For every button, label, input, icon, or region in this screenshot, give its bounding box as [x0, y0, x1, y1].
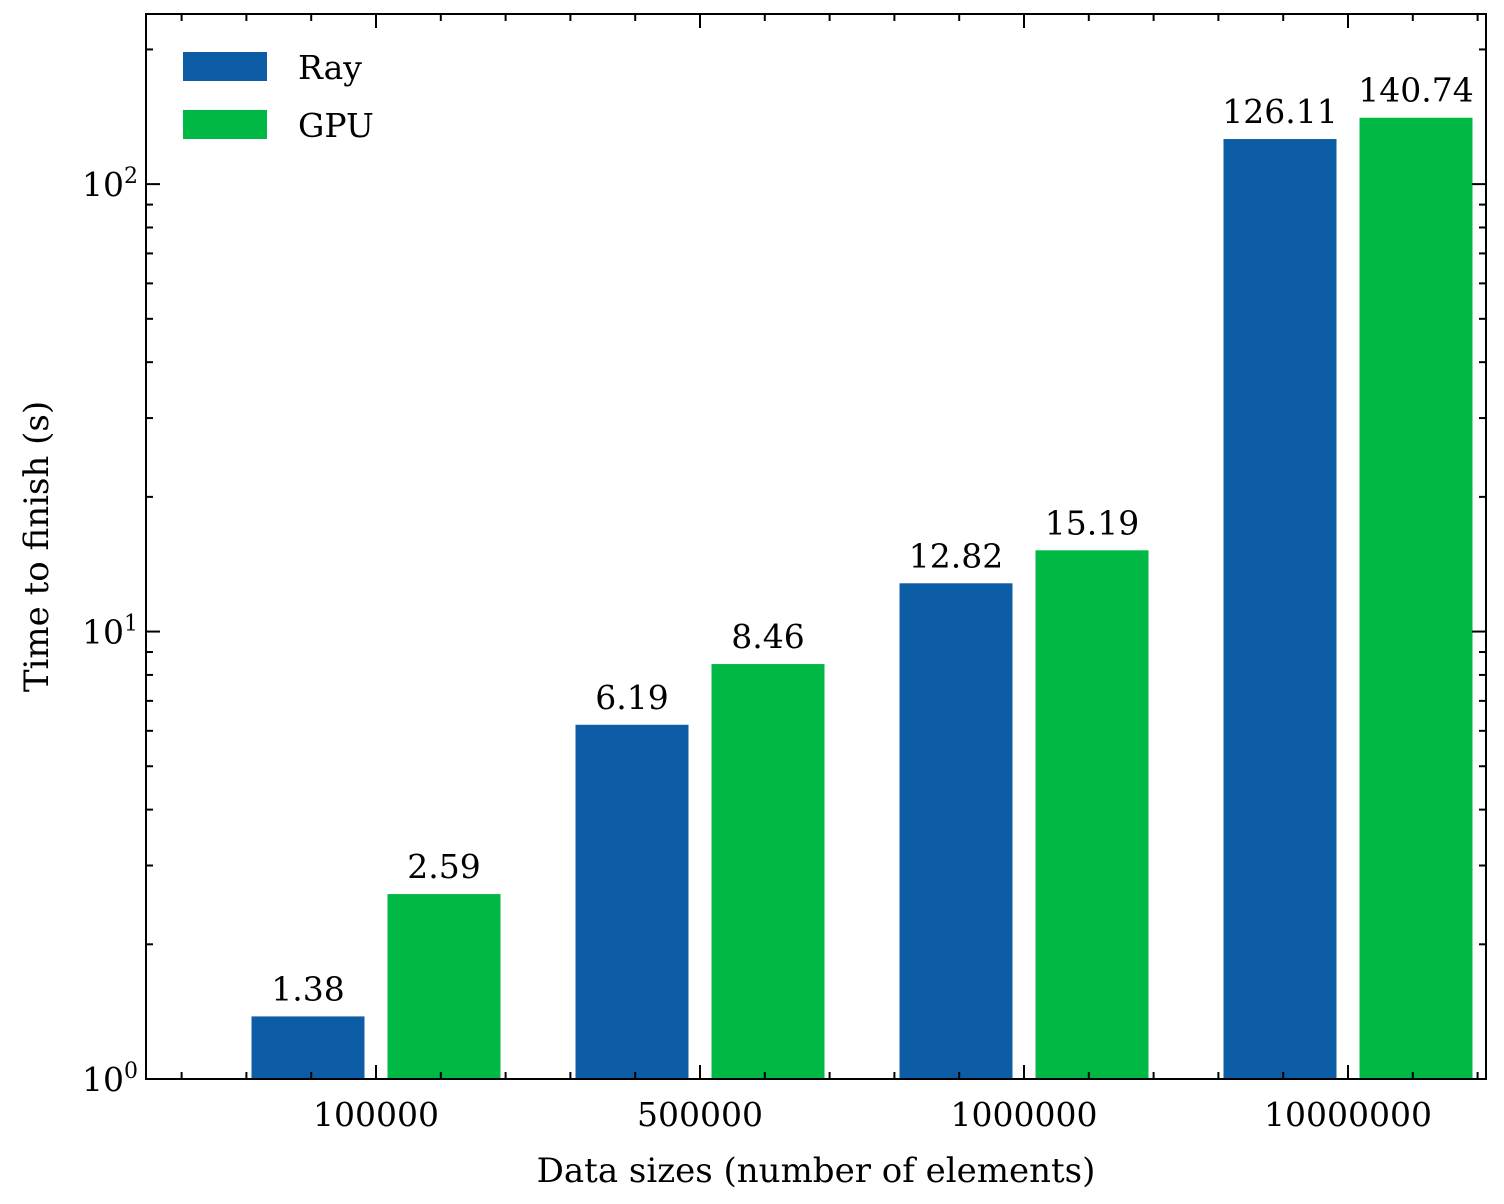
x-tick-label: 1000000	[951, 1095, 1098, 1134]
y-tick-label: 102	[82, 164, 138, 204]
bar-ray-10000000	[1223, 139, 1337, 1080]
y-tick-exponent: 2	[124, 164, 138, 189]
y-tick-exponent: 0	[124, 1059, 138, 1084]
bar-value-label: 15.19	[1045, 503, 1139, 542]
legend-label-ray: Ray	[298, 48, 362, 87]
y-tick-base: 10	[82, 613, 124, 652]
bar-ray-1000000	[899, 583, 1013, 1079]
x-axis-label: Data sizes (number of elements)	[537, 1151, 1096, 1191]
y-axis-label: Time to finish (s)	[17, 401, 57, 692]
legend: Ray GPU	[183, 48, 374, 145]
legend-label-gpu: GPU	[298, 106, 374, 145]
bar-value-label: 12.82	[909, 536, 1003, 575]
y-tick-label: 101	[82, 612, 138, 652]
bar-gpu-100000	[387, 894, 501, 1079]
bar-value-label: 2.59	[407, 847, 480, 886]
bar-ray-100000	[251, 1016, 365, 1079]
bar-gpu-500000	[711, 664, 825, 1079]
bar-value-label: 140.74	[1358, 71, 1473, 110]
bar-gpu-1000000	[1035, 550, 1149, 1079]
legend-swatch-gpu	[183, 110, 267, 139]
x-tick-label: 10000000	[1264, 1095, 1432, 1134]
x-tick-label: 100000	[313, 1095, 439, 1134]
y-tick-base: 10	[82, 165, 124, 204]
bar-value-label: 126.11	[1222, 92, 1337, 131]
bar-ray-500000	[575, 724, 689, 1079]
bar-value-label: 8.46	[731, 617, 804, 656]
y-tick-base: 10	[82, 1060, 124, 1099]
x-tick-label: 500000	[637, 1095, 763, 1134]
legend-swatch-ray	[183, 52, 267, 81]
bars-layer	[251, 117, 1473, 1080]
y-tick-label: 100	[82, 1059, 138, 1099]
y-tick-exponent: 1	[124, 612, 138, 637]
bar-value-label: 1.38	[271, 969, 344, 1008]
bar-labels-layer: 1.38 6.19 12.82 126.11 2.59 8.46 15.19 140.74	[271, 71, 1473, 1009]
bar-gpu-10000000	[1359, 117, 1473, 1079]
plot-frame	[145, 13, 1487, 1080]
bar-value-label: 6.19	[595, 678, 668, 717]
